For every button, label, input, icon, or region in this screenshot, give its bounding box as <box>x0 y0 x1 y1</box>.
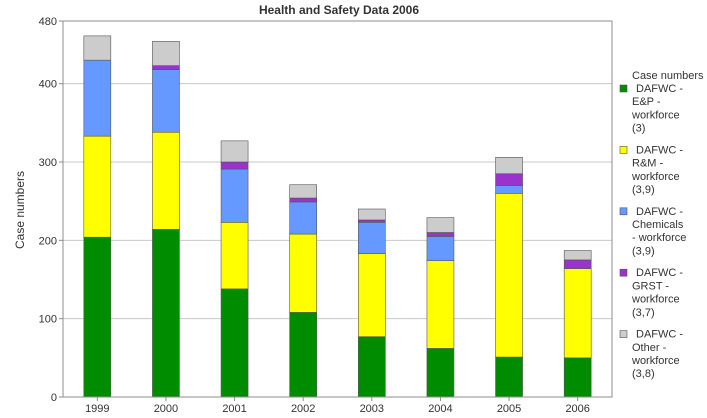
legend-swatch <box>619 146 628 154</box>
legend-label-line: Chemicals <box>632 219 684 231</box>
legend: Case numbers DAFWC -E&P -workforce(3)DAF… <box>619 70 704 380</box>
legend-title: Case numbers <box>632 70 704 82</box>
plot-area-frame <box>62 20 613 398</box>
legend-label-line: (3,8) <box>632 368 655 380</box>
x-tick-label: 2006 <box>565 403 589 415</box>
legend-label-line: DAFWC - <box>636 267 683 279</box>
x-tick-label: 2003 <box>360 403 384 415</box>
bar-segment <box>289 201 317 235</box>
legend-label-line: - workforce <box>632 232 686 244</box>
legend-label-line: R&M - <box>632 158 664 170</box>
legend-item: DAFWC - R&M -workforce(3,9) <box>619 144 683 196</box>
legend-label-line: workforce <box>631 294 680 306</box>
y-tick-label: 200 <box>39 235 57 247</box>
x-tick-label: 2000 <box>154 403 178 415</box>
bar-segment <box>83 35 112 61</box>
bar-segment <box>495 157 523 175</box>
bar-segment <box>563 250 592 261</box>
bar-segment <box>495 185 523 194</box>
bar-segment <box>152 69 180 133</box>
bar-segment <box>426 348 455 398</box>
bar-segment <box>563 357 592 398</box>
bar-segment <box>220 168 249 223</box>
legend-label-line: workforce <box>631 355 680 367</box>
y-tick-label: 300 <box>39 157 57 169</box>
legend-label-line: (3,9) <box>632 184 655 196</box>
bar-segment <box>563 259 592 269</box>
bar-segment <box>358 219 386 223</box>
bar-segment <box>426 217 455 233</box>
legend-swatch <box>619 207 628 216</box>
bar-segment <box>426 236 455 262</box>
bar-segment <box>358 336 386 398</box>
x-tick-label: 2002 <box>291 403 315 415</box>
y-tick-label: 480 <box>39 16 57 28</box>
legend-label-line: workforce <box>631 171 680 183</box>
legend-item: DAFWC -Other -workforce(3,8) <box>619 329 683 380</box>
legend-label-line: DAFWC - <box>636 206 683 218</box>
bar-segment <box>426 260 455 349</box>
bar-segment <box>83 135 112 238</box>
x-tick-label: 2004 <box>428 403 452 415</box>
legend-label-line: GRST - <box>632 280 669 292</box>
bar-segment <box>152 65 180 70</box>
bar-segment <box>426 232 455 237</box>
x-tick-label: 1999 <box>85 403 109 415</box>
bar-segment <box>289 197 317 203</box>
grid-lines <box>63 83 612 320</box>
bar-segment <box>289 312 317 398</box>
x-axis-ticks: 1999 2000 2001 2002 2003 2004 2005 2006 <box>85 397 590 415</box>
legend-swatch <box>619 330 628 338</box>
bar-segment <box>358 208 386 221</box>
legend-item: DAFWC -E&P -workforce (3) <box>619 83 683 135</box>
legend-label-line: (3,7) <box>632 307 655 319</box>
bar-segment <box>220 222 249 290</box>
legend-item: DAFWC -Chemicals- workforce(3,9) <box>619 206 686 257</box>
bar-segment <box>83 236 112 398</box>
legend-label-line: Other - <box>632 342 667 354</box>
bar-segment <box>289 233 317 313</box>
legend-label-line: DAFWC - <box>636 329 683 341</box>
legend-item: DAFWC -GRST - workforce(3,7) <box>619 267 683 319</box>
x-tick-label: 2001 <box>222 403 246 415</box>
bar-segment <box>152 229 180 398</box>
bar-segment <box>83 59 112 137</box>
bar-segment <box>152 131 180 230</box>
bar-segment <box>220 288 249 398</box>
bar-segment <box>152 41 180 66</box>
x-tick-label: 2005 <box>497 403 521 415</box>
legend-label-line: E&P - <box>632 96 661 108</box>
y-tick-label: 400 <box>39 79 57 91</box>
legend-swatch <box>619 84 628 93</box>
legend-label-line: (3) <box>632 123 645 135</box>
bar-segment <box>358 253 386 337</box>
legend-label-line: DAFWC - <box>636 144 683 156</box>
bar-segment <box>358 222 386 254</box>
bar-segment <box>220 161 249 170</box>
bar-segment <box>495 173 523 186</box>
bar-segment <box>289 184 317 199</box>
y-tick-label: 0 <box>51 392 57 404</box>
legend-label-line: DAFWC - <box>636 83 683 95</box>
bar-segment <box>220 140 249 163</box>
legend-swatch <box>619 268 628 277</box>
bar-segment <box>495 356 523 398</box>
y-axis-label: Case numbers <box>13 171 27 249</box>
legend-label-line: workforce <box>631 109 680 121</box>
chart-title: Health and Safety Data 2006 <box>259 3 419 17</box>
legend-label-line: (3,9) <box>632 245 655 257</box>
bars <box>83 35 592 398</box>
bar-segment <box>563 268 592 359</box>
y-tick-label: 100 <box>39 314 57 326</box>
bar-segment <box>495 193 523 358</box>
y-axis-ticks: 0 100 200 300 400 480 <box>39 16 63 404</box>
